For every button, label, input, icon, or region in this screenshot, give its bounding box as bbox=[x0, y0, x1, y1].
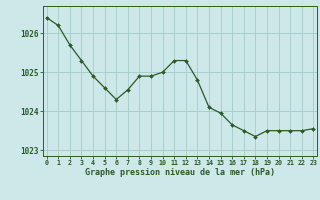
X-axis label: Graphe pression niveau de la mer (hPa): Graphe pression niveau de la mer (hPa) bbox=[85, 168, 275, 177]
